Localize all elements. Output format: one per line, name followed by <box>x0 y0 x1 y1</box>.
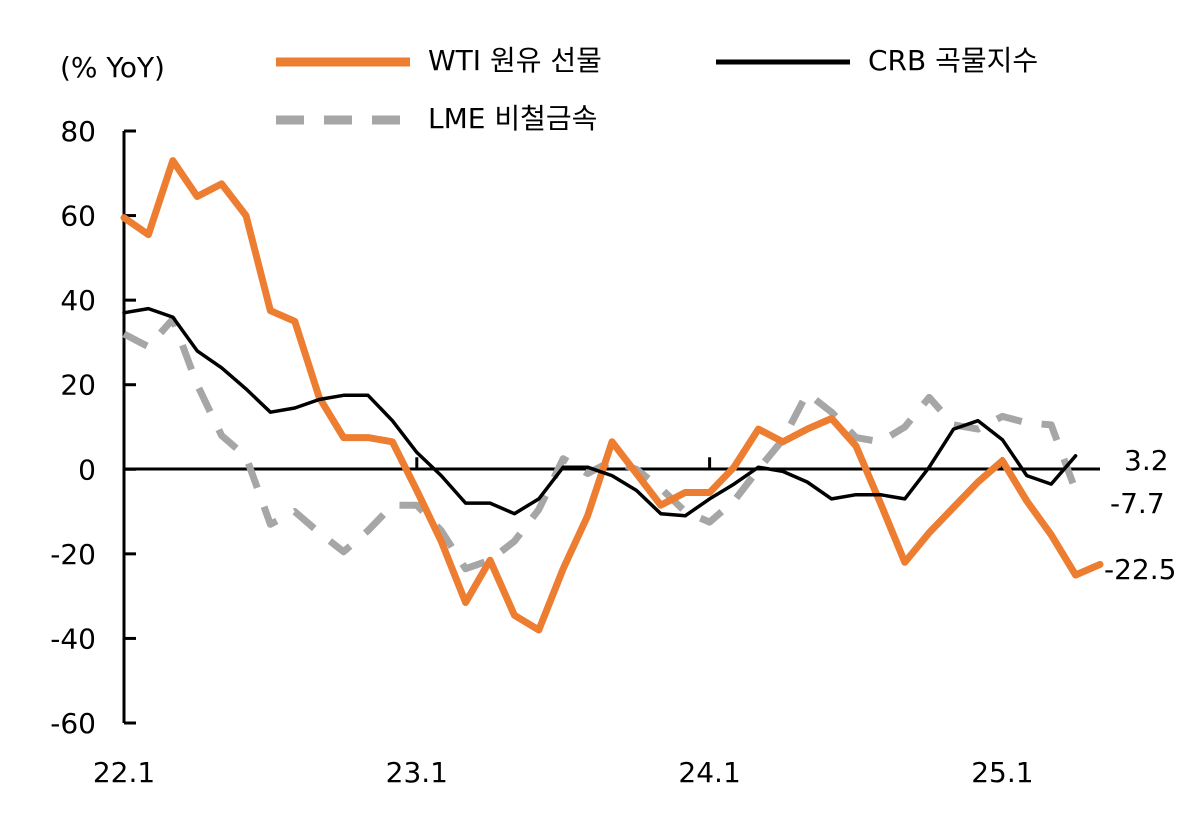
end-labels: 3.2 -7.7 -22.5 <box>1104 444 1176 586</box>
y-tick-label: -40 <box>50 622 96 655</box>
y-tick-label: 40 <box>60 284 96 317</box>
y-tick-label: -60 <box>50 707 96 740</box>
y-axis-label: (% YoY) <box>60 51 165 84</box>
end-label-crb: 3.2 <box>1124 444 1169 477</box>
series-layer <box>120 157 1104 634</box>
x-tick-label: 25.1 <box>971 756 1033 789</box>
end-label-wti: -22.5 <box>1104 553 1176 586</box>
series-line-crb <box>122 306 1078 518</box>
legend: WTI 원유 선물 CRB 곡물지수 LME 비철금속 <box>276 44 1038 135</box>
x-tick-label: 24.1 <box>678 756 740 789</box>
y-tick-label: 20 <box>60 369 96 402</box>
y-tick-label: 0 <box>78 453 96 486</box>
y-tick-label: 60 <box>60 200 96 233</box>
legend-label-wti: WTI 원유 선물 <box>428 44 602 77</box>
legend-label-crb: CRB 곡물지수 <box>868 44 1038 77</box>
x-tick-label: 22.1 <box>93 756 155 789</box>
end-label-lme: -7.7 <box>1110 487 1165 520</box>
x-ticks: 22.1 23.1 24.1 25.1 <box>93 457 1034 789</box>
y-ticks: 80 60 40 20 0 -20 -40 -60 <box>50 115 136 740</box>
legend-label-lme: LME 비철금속 <box>428 102 597 135</box>
y-tick-label: -20 <box>50 538 96 571</box>
series-line-lme <box>122 315 1079 573</box>
y-tick-label: 80 <box>60 115 96 148</box>
series-line-wti <box>120 157 1104 634</box>
x-tick-label: 23.1 <box>386 756 448 789</box>
